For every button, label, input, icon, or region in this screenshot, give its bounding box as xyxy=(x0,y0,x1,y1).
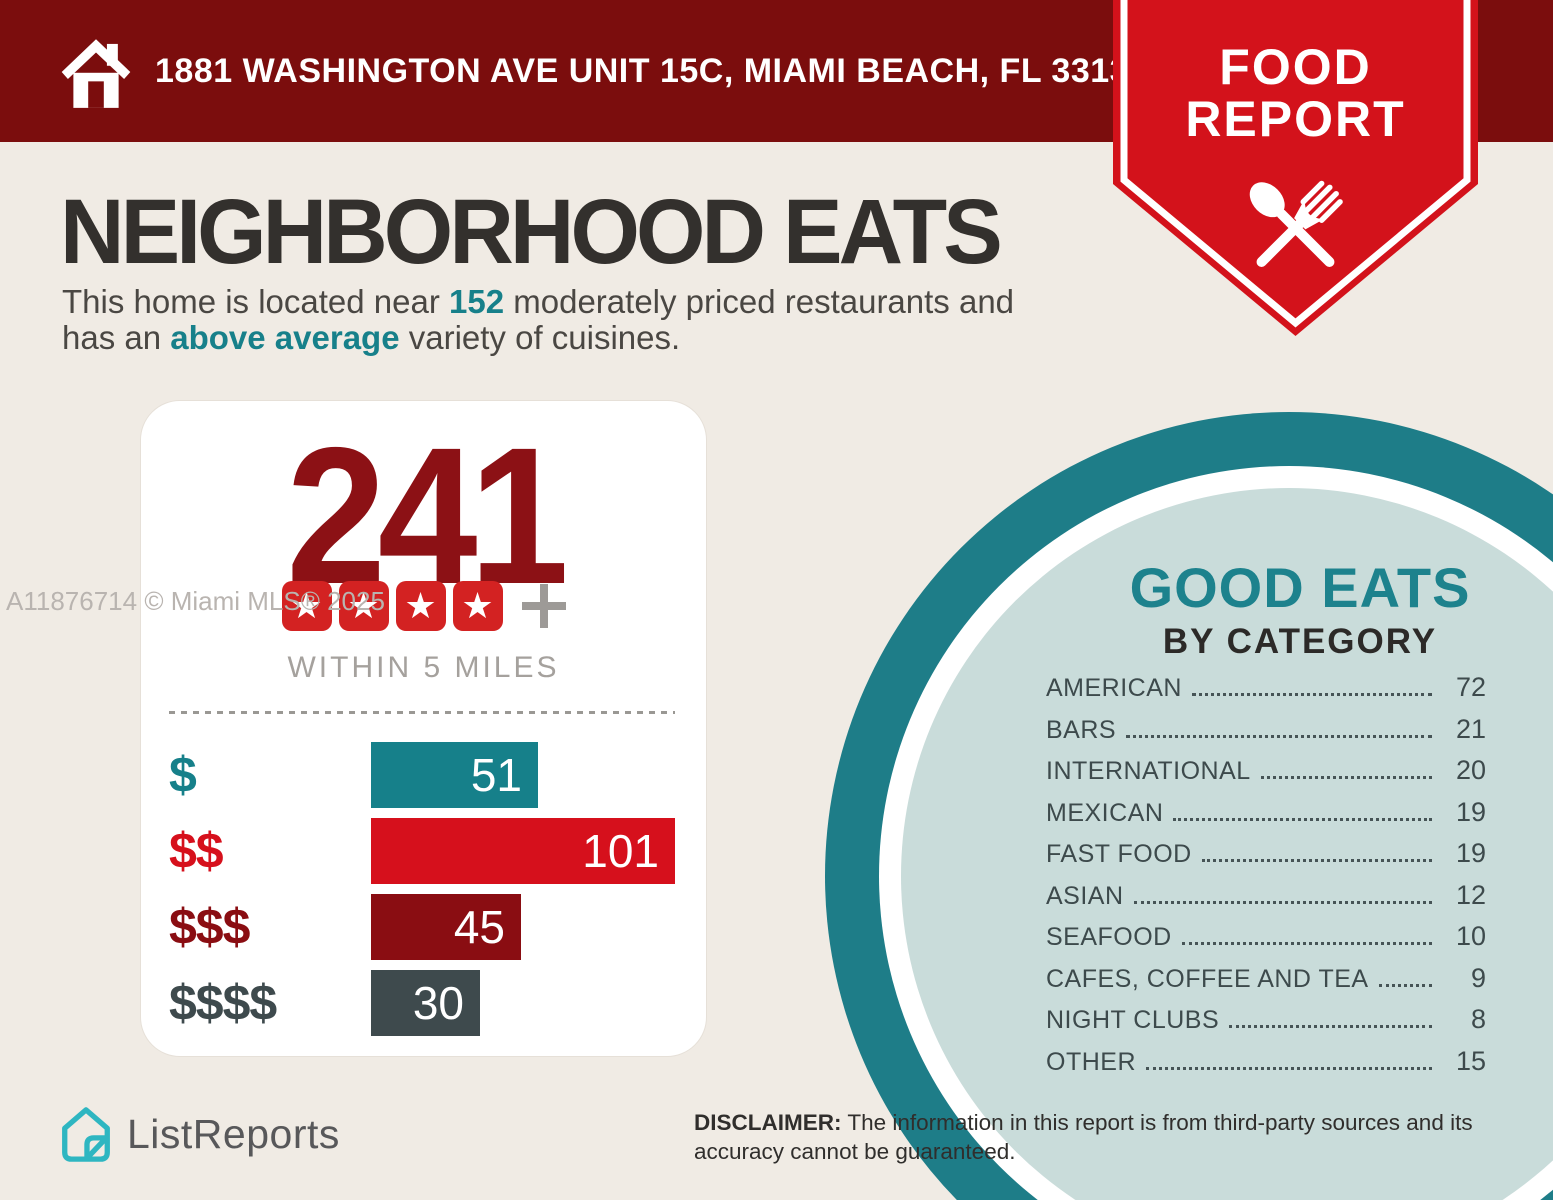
category-name: NIGHT CLUBS xyxy=(1046,1006,1220,1034)
bar-row: $$ 101 xyxy=(169,818,679,884)
category-row: BARS 21 xyxy=(1046,713,1486,744)
disclaimer: DISCLAIMER: The information in this repo… xyxy=(694,1108,1484,1166)
dotted-leader xyxy=(1201,859,1432,862)
plus-icon xyxy=(521,584,566,628)
bar-row: $51 xyxy=(169,742,679,808)
text-line: has an above average variety of cuisines… xyxy=(62,320,1014,356)
stats-card: 241 ★ ★ ★ ★ WITHIN 5 MILES $51 $$ 101 $$$ 45 $$$… xyxy=(140,400,707,1057)
price-level-bar: 51 xyxy=(371,742,538,808)
category-count: 21 xyxy=(1455,713,1486,744)
good-eats-subheading: BY CATEGORY xyxy=(1162,622,1438,661)
ribbon-line2: REPORT xyxy=(1185,91,1405,147)
category-name: SEAFOOD xyxy=(1046,923,1172,951)
category-name: CAFES, COFFEE AND TEA xyxy=(1046,964,1369,993)
dotted-leader xyxy=(1378,983,1432,987)
ribbon-line1: FOOD xyxy=(1219,39,1371,95)
spoon-fork-icon xyxy=(1249,180,1343,267)
category-name: OTHER xyxy=(1046,1047,1136,1076)
dotted-leader xyxy=(1229,1025,1432,1028)
property-address: 1881 WASHINGTON AVE UNIT 15C, MIAMI BEAC… xyxy=(155,51,1149,90)
dotted-leader xyxy=(1126,734,1432,738)
good-eats-title: GOOD EATS xyxy=(1129,556,1471,619)
rating-star-icon: ★ xyxy=(452,581,503,631)
home-icon xyxy=(61,39,131,108)
price-level-label: $$$ xyxy=(169,899,250,955)
price-level-label: $$ xyxy=(169,823,224,879)
price-level-bar: 30 xyxy=(371,970,480,1036)
dotted-leader xyxy=(1173,817,1432,821)
category-list: AMERICAN 72 BARS 21 INTERNATIONAL 20 MEXICAN 19… xyxy=(1046,672,1486,1087)
category-count: 12 xyxy=(1455,879,1486,910)
text-segment: The information in this report is from t… xyxy=(841,1110,1473,1135)
price-level-label: $$$$ xyxy=(169,975,277,1031)
text-segment: moderately priced restaurants and xyxy=(504,283,1015,320)
rating-star-icon: ★ xyxy=(281,581,332,631)
dotted-leader xyxy=(1260,776,1432,779)
category-name: AMERICAN xyxy=(1046,674,1182,702)
category-count: 9 xyxy=(1470,962,1486,993)
dotted-leader xyxy=(1191,693,1432,696)
dotted-leader xyxy=(1133,900,1432,904)
category-count: 15 xyxy=(1455,1045,1486,1076)
category-name: ASIAN xyxy=(1046,881,1124,910)
listreports-logo-icon xyxy=(62,1107,110,1162)
category-count: 19 xyxy=(1455,796,1486,827)
category-name: FAST FOOD xyxy=(1046,840,1192,868)
category-count: 20 xyxy=(1455,755,1486,785)
category-row: INTERNATIONAL 20 xyxy=(1046,755,1486,785)
text-segment: This home is located near xyxy=(62,283,450,320)
category-count: 19 xyxy=(1455,838,1486,868)
text-line: DISCLAIMER: The information in this repo… xyxy=(694,1108,1484,1137)
text-segment: DISCLAIMER: xyxy=(694,1110,842,1135)
price-chart: $51 $$ 101 $$$ 45 $$$$ 30 xyxy=(169,742,679,1046)
price-level-label: $ xyxy=(169,747,197,803)
good-eats-circle-interior xyxy=(901,488,1553,1200)
category-row: NIGHT CLUBS 8 xyxy=(1046,1004,1486,1034)
text-segment: above average xyxy=(170,319,400,356)
category-row: AMERICAN 72 xyxy=(1046,672,1486,702)
dotted-leader xyxy=(1146,1066,1432,1070)
category-name: MEXICAN xyxy=(1046,798,1164,827)
category-row: SEAFOOD 10 xyxy=(1046,921,1486,951)
radius-label: WITHIN 5 MILES xyxy=(287,651,560,684)
text-segment: variety of cuisines. xyxy=(399,319,681,356)
category-count: 72 xyxy=(1455,672,1486,702)
text-line: This home is located near 152 moderately… xyxy=(62,284,1014,320)
rating-star-icon: ★ xyxy=(395,581,446,631)
subtitle: This home is located near 152 moderately… xyxy=(62,284,1014,356)
dotted-leader xyxy=(1181,942,1432,945)
text-segment: has an xyxy=(62,319,171,356)
text-line: accuracy cannot be guaranteed. xyxy=(694,1137,1484,1166)
listreports-brand: ListReports xyxy=(57,1103,340,1165)
stars-row: ★ ★ ★ ★ xyxy=(141,581,706,631)
dashed-divider xyxy=(169,711,675,714)
page-title: NEIGHBORHOOD EATS xyxy=(60,181,1003,283)
category-row: ASIAN 12 xyxy=(1046,879,1486,910)
category-row: MEXICAN 19 xyxy=(1046,796,1486,827)
good-eats-heading: GOOD EATS BY CATEGORY xyxy=(1100,560,1500,662)
category-count: 10 xyxy=(1455,921,1486,951)
mls-watermark: A11876714 © Miami MLS® 2025 xyxy=(6,586,385,616)
category-row: FAST FOOD 19 xyxy=(1046,838,1486,868)
price-level-bar: 45 xyxy=(371,894,521,960)
bar-row: $$$ 45 xyxy=(169,894,679,960)
category-row: OTHER 15 xyxy=(1046,1045,1486,1076)
text-segment: accuracy cannot be guaranteed. xyxy=(694,1139,1016,1164)
listreports-brand-text: ListReports xyxy=(127,1110,340,1157)
food-report-ribbon: FOOD REPORT xyxy=(1113,0,1478,336)
price-level-bar: 101 xyxy=(371,818,675,884)
category-row: CAFES, COFFEE AND TEA 9 xyxy=(1046,962,1486,993)
text-segment: 152 xyxy=(449,283,505,320)
rating-star-icon: ★ xyxy=(338,581,389,631)
category-name: BARS xyxy=(1046,715,1117,744)
bar-row: $$$$ 30 xyxy=(169,970,679,1036)
category-count: 8 xyxy=(1470,1004,1486,1034)
category-name: INTERNATIONAL xyxy=(1046,757,1251,785)
